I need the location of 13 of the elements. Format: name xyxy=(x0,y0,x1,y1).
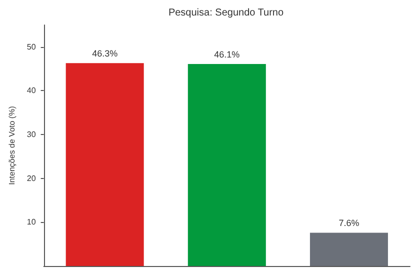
data-label: 7.6% xyxy=(338,218,360,228)
bar xyxy=(66,63,144,266)
data-label: 46.1% xyxy=(214,50,240,60)
y-tick-label: 10 xyxy=(26,218,36,227)
y-tick-label: 50 xyxy=(26,42,36,52)
chart-title: Pesquisa: Segundo Turno xyxy=(168,8,284,18)
bar xyxy=(188,64,266,266)
y-tick-label: 30 xyxy=(26,130,36,140)
data-label: 46.3% xyxy=(92,48,118,59)
y-axis-title: Intenções de Voto (%) xyxy=(8,106,16,185)
y-tick-label: 20 xyxy=(26,174,36,183)
y-tick-label: 40 xyxy=(26,86,36,96)
bar xyxy=(310,232,388,266)
